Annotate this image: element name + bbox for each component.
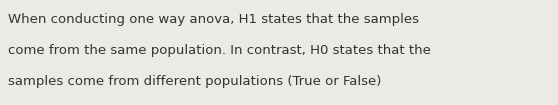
Text: come from the same population. In contrast, H0 states that the: come from the same population. In contra… xyxy=(8,44,431,57)
Text: samples come from different populations (True or False): samples come from different populations … xyxy=(8,75,382,88)
Text: When conducting one way anova, H1 states that the samples: When conducting one way anova, H1 states… xyxy=(8,13,420,26)
